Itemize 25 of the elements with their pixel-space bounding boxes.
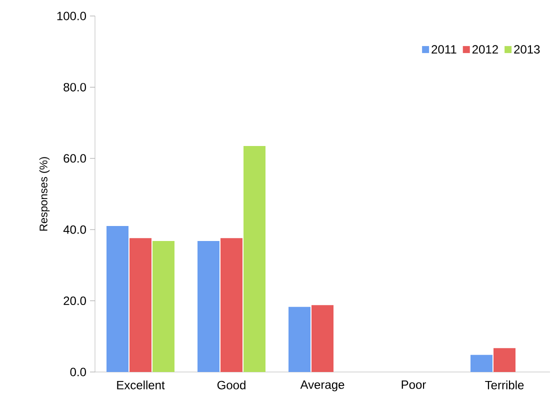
x-tick-label: Poor (402, 380, 426, 389)
x-tick-label: Good (217, 380, 246, 390)
y-tick-label: 60.0 (64, 154, 86, 163)
x-tick-label: Terrible (485, 380, 524, 390)
y-tick-label: 100.0 (57, 12, 86, 20)
legend-label: 2011 (432, 45, 456, 54)
bar (106, 226, 128, 372)
legend-label: 2012 (472, 45, 498, 54)
y-tick-label: 0.0 (70, 368, 86, 376)
legend-label: 2013 (514, 45, 540, 54)
x-tick-label: Average (300, 380, 344, 392)
bar (494, 348, 516, 372)
bar (244, 146, 266, 372)
y-axis-title: Responses (%) (39, 157, 50, 231)
bar (152, 240, 174, 372)
y-tick-label: 80.0 (64, 82, 86, 92)
bar (288, 306, 310, 372)
bar (198, 240, 220, 372)
y-tick-label: 40.0 (63, 225, 86, 234)
bar (312, 305, 334, 372)
x-tick-label: Excellent (117, 380, 165, 390)
bar (220, 238, 242, 372)
bar (130, 238, 152, 372)
bar (470, 354, 492, 372)
y-tick-label: 20.0 (64, 296, 86, 306)
